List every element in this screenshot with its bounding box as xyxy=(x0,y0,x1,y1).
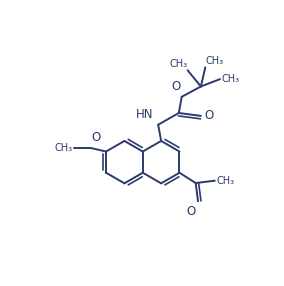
Text: O: O xyxy=(91,131,101,144)
Text: O: O xyxy=(186,205,196,218)
Text: O: O xyxy=(204,110,214,122)
Text: CH₃: CH₃ xyxy=(54,143,72,153)
Text: CH₃: CH₃ xyxy=(222,74,240,84)
Text: CH₃: CH₃ xyxy=(170,59,188,69)
Text: CH₃: CH₃ xyxy=(216,176,234,186)
Text: HN: HN xyxy=(135,108,153,121)
Text: O: O xyxy=(171,80,180,93)
Text: CH₃: CH₃ xyxy=(205,56,224,66)
